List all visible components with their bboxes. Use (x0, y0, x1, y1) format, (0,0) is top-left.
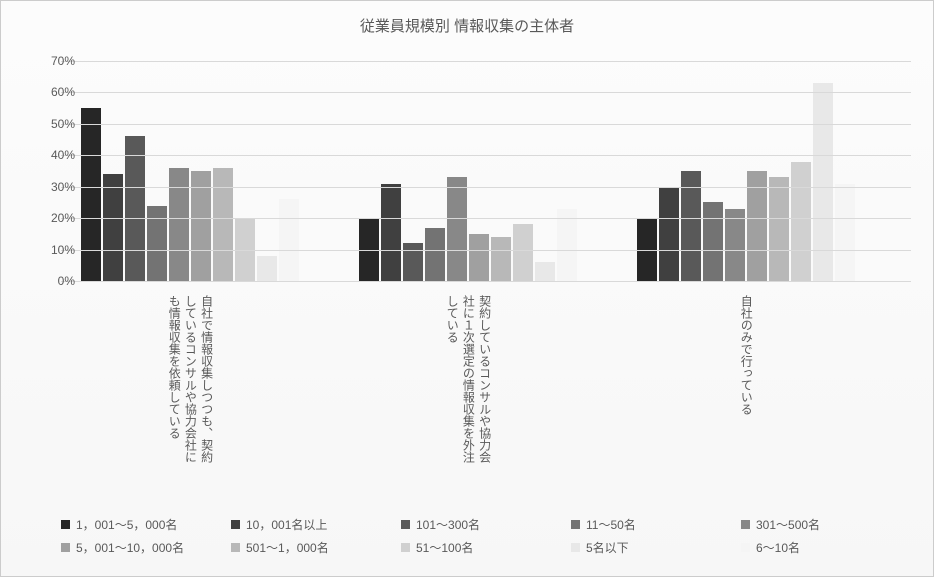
bar (147, 206, 167, 281)
y-tick-label: 50% (35, 117, 75, 131)
bar (659, 187, 679, 281)
grid-line (61, 61, 911, 62)
legend-swatch (401, 543, 410, 552)
category-axis-labels: 自社で情報収集しつつも、契約 しているコンサルや協力会社に も情報収集を依頼して… (61, 291, 911, 481)
y-tick-label: 20% (35, 211, 75, 225)
legend-item: 51～100名 (401, 539, 571, 556)
legend-swatch (401, 520, 410, 529)
bar (469, 234, 489, 281)
legend-label: 5名以下 (586, 539, 629, 556)
bar (491, 237, 511, 281)
bars-layer (61, 61, 911, 281)
bar (447, 177, 467, 281)
legend-item: 301～500名 (741, 516, 911, 533)
legend-swatch (231, 543, 240, 552)
chart-container: 従業員規模別 情報収集の主体者 自社で情報収集しつつも、契約 しているコンサルや… (0, 0, 934, 577)
legend-label: 10，001名以上 (246, 516, 327, 533)
legend: 1，001～5，000名 10，001名以上 101～300名 11～50名 301～5… (61, 516, 911, 562)
grid-line (61, 155, 911, 156)
legend-item: 6～10名 (741, 539, 911, 556)
bar (513, 224, 533, 281)
bar (213, 168, 233, 281)
legend-label: 51～100名 (416, 539, 473, 556)
legend-item: 1，001～5，000名 (61, 516, 231, 533)
bar (535, 262, 555, 281)
legend-item: 10，001名以上 (231, 516, 401, 533)
bar (103, 174, 123, 281)
bar (813, 83, 833, 281)
y-tick-label: 30% (35, 180, 75, 194)
grid-line (61, 92, 911, 93)
bar (125, 136, 145, 281)
legend-swatch (231, 520, 240, 529)
category-label: 契約しているコンサルや協力会 社に１次選定の情報収集を外注 している (444, 295, 493, 463)
legend-swatch (741, 543, 750, 552)
y-tick-label: 10% (35, 243, 75, 257)
grid-line (61, 218, 911, 219)
legend-swatch (741, 520, 750, 529)
bar (381, 184, 401, 281)
bar (169, 168, 189, 281)
bar (557, 209, 577, 281)
grid-line (61, 250, 911, 251)
bar (425, 228, 445, 281)
grid-line (61, 124, 911, 125)
legend-label: 5，001～10，000名 (76, 539, 184, 556)
legend-swatch (571, 543, 580, 552)
y-tick-label: 60% (35, 85, 75, 99)
y-tick-label: 70% (35, 54, 75, 68)
grid-line (61, 281, 911, 282)
legend-label: 11～50名 (586, 516, 636, 533)
bar (81, 108, 101, 281)
legend-label: 301～500名 (756, 516, 820, 533)
y-tick-label: 0% (35, 274, 75, 288)
bar (703, 202, 723, 281)
legend-item: 11～50名 (571, 516, 741, 533)
category-label: 自社のみで行っている (738, 295, 754, 415)
bar (769, 177, 789, 281)
chart-title: 従業員規模別 情報収集の主体者 (1, 1, 933, 42)
bar (279, 199, 299, 281)
legend-label: 501～1，000名 (246, 539, 329, 556)
legend-label: 6～10名 (756, 539, 800, 556)
plot-area (61, 61, 911, 281)
legend-item: 5名以下 (571, 539, 741, 556)
bar (791, 162, 811, 281)
legend-label: 101～300名 (416, 516, 480, 533)
legend-item: 501～1，000名 (231, 539, 401, 556)
grid-line (61, 187, 911, 188)
legend-swatch (571, 520, 580, 529)
bar (835, 184, 855, 281)
legend-item: 101～300名 (401, 516, 571, 533)
legend-label: 1，001～5，000名 (76, 516, 177, 533)
legend-item: 5，001～10，000名 (61, 539, 231, 556)
legend-swatch (61, 543, 70, 552)
legend-swatch (61, 520, 70, 529)
y-tick-label: 40% (35, 148, 75, 162)
bar (257, 256, 277, 281)
category-label: 自社で情報収集しつつも、契約 しているコンサルや協力会社に も情報収集を依頼して… (166, 295, 215, 463)
bar (725, 209, 745, 281)
